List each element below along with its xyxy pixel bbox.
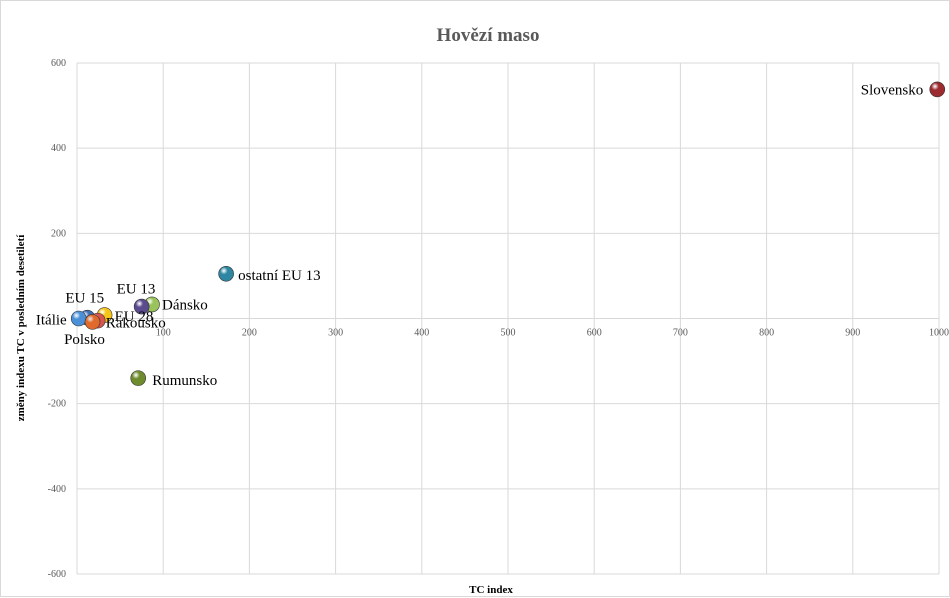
y-axis-tick-labels: -600 -400 -200 200 400 600 [48,58,66,580]
point-polsko [84,314,101,330]
data-point-labels: Slovensko ostatní EU 13 Dánsko EU 13 EU 15 EU… [36,82,923,389]
point-label: Rakousko [106,316,166,332]
point-label: Dánsko [162,297,208,313]
x-tick-label: 600 [587,328,602,339]
x-tick-label: 200 [242,328,257,339]
y-tick-label: -400 [48,484,66,495]
x-tick-label: 700 [673,328,688,339]
x-tick-label: 500 [501,328,516,339]
x-tick-label: 400 [414,328,429,339]
point-label: EU 15 [65,291,104,307]
point-itálie [70,310,87,327]
point-slovensko [929,81,946,98]
point-eu-13 [133,298,150,315]
point-label: Polsko [64,332,105,348]
horizontal-gridlines [77,62,939,575]
data-points [70,81,946,386]
point-ostatní-eu-13 [218,265,234,282]
chart-title: Hovězí maso [437,25,540,46]
x-axis-title: TC index [469,584,513,596]
point-label: EU 13 [117,282,156,298]
point-label: Slovensko [861,82,924,98]
x-tick-label: 100 [156,328,171,339]
y-tick-label: 600 [51,58,66,69]
y-tick-label: -200 [48,399,66,410]
x-tick-label: 1000 [929,328,949,339]
y-tick-label: -600 [48,569,66,580]
point-label: ostatní EU 13 [238,268,321,284]
y-axis-title: změny indexu TC v posledním desetiletí [15,234,27,421]
x-tick-label: 800 [759,328,774,339]
x-axis-tick-labels: 100 200 300 400 500 600 700 800 900 1000 [156,328,949,339]
point-label: Itálie [36,313,67,329]
x-tick-label: 900 [845,328,860,339]
y-tick-label: 200 [51,228,66,239]
point-label: Rumunsko [152,373,217,389]
point-label: EU 28 [115,309,154,325]
x-tick-label: 300 [328,328,343,339]
point-rumunsko [130,370,147,386]
y-tick-label: 400 [51,143,66,154]
